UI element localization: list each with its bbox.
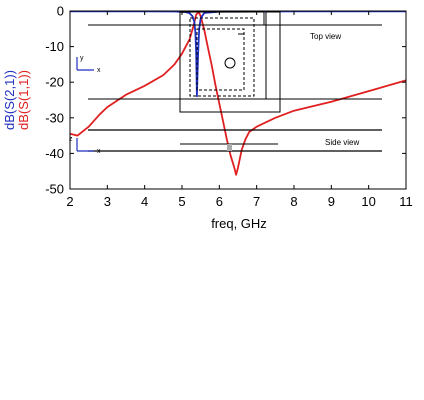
x-tick-label: 2 — [66, 194, 73, 209]
s-parameter-chart: 2 3 4 5 6 7 8 9 10 11 0 -10 -20 -30 -40 -50 freq, GHz d… — [2, 4, 413, 232]
x-tick-label: 6 — [216, 194, 223, 209]
via-circle — [224, 57, 236, 69]
dashed-ring-outer — [189, 17, 255, 97]
top-view-label: Top view — [310, 32, 341, 41]
y-tick-label: -40 — [45, 146, 64, 161]
x-tick-label: 5 — [178, 194, 185, 209]
series-line-s11 — [69, 11, 407, 176]
y-axis-label-s21: dB(S(2,1)) — [2, 70, 17, 130]
x-tick-label: 8 — [290, 194, 297, 209]
y-tick-label: -50 — [45, 182, 64, 197]
x-tick-label: 10 — [361, 194, 375, 209]
x-axis-label: freq, GHz — [211, 216, 267, 231]
y-tick-label: -10 — [45, 39, 64, 54]
axis-x-label-top: x — [97, 67, 101, 74]
resonator-outer-frame — [179, 11, 265, 25]
resonator-outer-box — [179, 24, 281, 113]
axis-z-label-side: z — [69, 136, 73, 143]
filter-layout-diagram: Top view y x Side view z x — [69, 11, 382, 155]
plot-frame — [69, 10, 407, 190]
x-tick-label: 3 — [104, 194, 111, 209]
y-axis-label-s11: dB(S(1,1)) — [16, 70, 31, 130]
axis-y-label-top: y — [80, 55, 84, 62]
y-tick-label: 0 — [57, 4, 64, 19]
dashed-ring-inner — [196, 28, 245, 91]
x-tick-label: 9 — [328, 194, 335, 209]
y-tick-label: -20 — [45, 75, 64, 90]
resonator-outer-frame-right — [265, 11, 281, 25]
y-tick-label: -30 — [45, 110, 64, 125]
x-tick-label: 4 — [141, 194, 148, 209]
axis-x-label-side: x — [97, 148, 101, 155]
x-tick-label: 11 — [399, 194, 413, 209]
side-view-label: Side view — [325, 138, 359, 147]
x-tick-label: 7 — [253, 194, 260, 209]
side-via — [227, 144, 232, 151]
